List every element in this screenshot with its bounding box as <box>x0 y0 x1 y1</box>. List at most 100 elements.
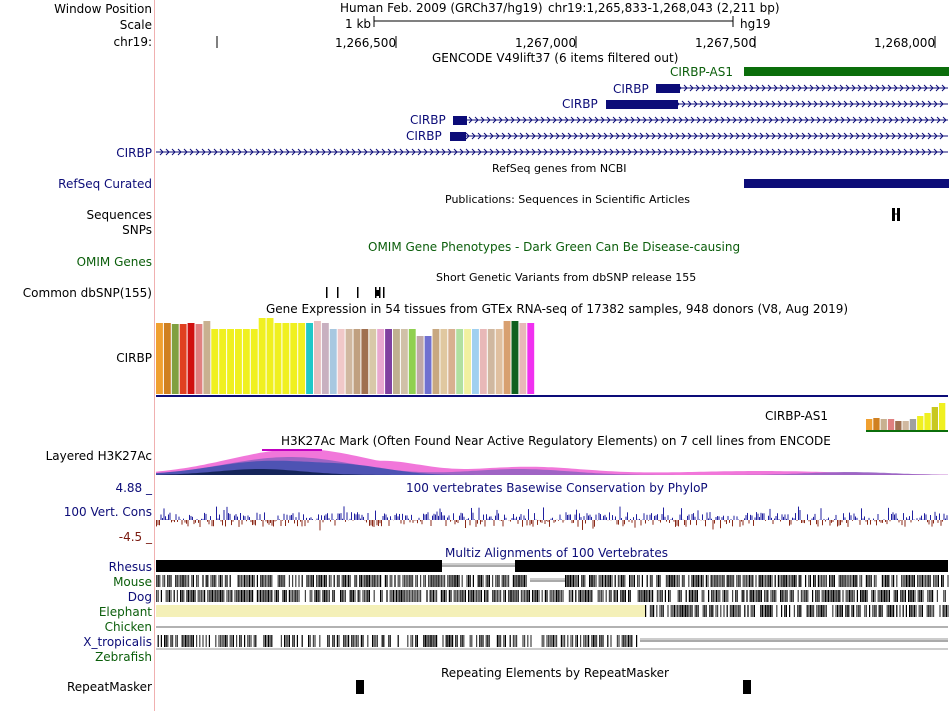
cons-bar <box>684 520 685 526</box>
multiz-dog-bar <box>546 590 548 602</box>
cons-bar <box>256 512 258 520</box>
multiz-dog-bar <box>522 590 524 602</box>
gtex-gene-label-cirbp[interactable]: CIRBP <box>116 351 152 365</box>
multiz-x-tropicalis-bar <box>442 635 444 647</box>
cons-bar <box>741 520 742 522</box>
cons-min-label: -4.5 _ <box>118 530 152 544</box>
species-label-zebrafish[interactable]: Zebrafish <box>95 650 152 664</box>
multiz-mouse-bar <box>771 575 773 587</box>
multiz-x-tropicalis-bar <box>288 635 290 647</box>
cons-bar <box>340 513 342 520</box>
multiz-x-tropicalis-bar <box>580 635 582 647</box>
omim-track-label[interactable]: OMIM Genes <box>76 255 152 269</box>
cons-bar <box>531 520 532 524</box>
multiz-dog-bar <box>570 590 572 602</box>
multiz-dog-bar <box>696 590 698 602</box>
multiz-mouse-bar <box>670 575 672 587</box>
cons-bar <box>733 515 735 520</box>
species-label-chicken[interactable]: Chicken <box>104 620 152 634</box>
multiz-mouse-bar <box>503 575 505 587</box>
multiz-dog-bar <box>157 590 159 602</box>
h3k27ac-track-label[interactable]: Layered H3K27Ac <box>45 449 152 463</box>
species-label-elephant[interactable]: Elephant <box>98 605 152 619</box>
gene-label-cirbp[interactable]: CIRBP <box>562 97 598 111</box>
multiz-dog-bar <box>692 590 694 602</box>
multiz-x-tropicalis-bar <box>416 635 418 647</box>
multiz-elephant-bar <box>832 605 834 617</box>
refseq-track-label[interactable]: RefSeq Curated <box>58 177 152 191</box>
cons-track-title: 100 vertebrates Basewise Conservation by… <box>406 481 708 495</box>
dbsnp-track-label[interactable]: Common dbSNP(155) <box>22 286 152 300</box>
multiz-mouse-bar <box>372 575 374 587</box>
cons-bar <box>834 519 835 520</box>
multiz-dog-bar <box>679 590 681 602</box>
gene-label-cirbp-left[interactable]: CIRBP <box>116 146 152 160</box>
gtex-bar <box>250 329 258 394</box>
multiz-elephant-bar <box>651 605 653 617</box>
cons-bar <box>843 513 844 520</box>
multiz-mouse-bar <box>432 575 434 587</box>
cons-bar <box>166 519 168 520</box>
multiz-dog-bar <box>500 590 502 602</box>
gtex-gene-label-cirbp-as1[interactable]: CIRBP-AS1 <box>765 409 828 423</box>
multiz-dog-bar <box>637 590 639 602</box>
multiz-mouse-bar <box>923 575 925 587</box>
cons-bar <box>483 514 484 520</box>
multiz-x-tropicalis-bar <box>554 635 556 647</box>
publications-track-label[interactable]: Sequences <box>86 208 152 222</box>
cons-bar <box>654 515 655 520</box>
gene-label-cirbp[interactable]: CIRBP <box>406 129 442 143</box>
multiz-dog-bar <box>511 590 513 602</box>
cons-bar <box>931 520 933 527</box>
multiz-mouse-bar <box>766 575 768 587</box>
species-label-rhesus[interactable]: Rhesus <box>108 560 152 574</box>
multiz-mouse-bar <box>609 575 611 587</box>
cons-bar <box>322 520 324 523</box>
snps-track-label[interactable]: SNPs <box>122 223 152 237</box>
cons-bar <box>559 514 561 520</box>
multiz-dog-bar <box>864 590 866 602</box>
cons-bar <box>895 513 897 520</box>
multiz-dog-bar <box>919 590 921 602</box>
cons-bar <box>547 520 549 522</box>
multiz-x-tropicalis-bar <box>560 635 562 647</box>
gene-label-cirbp[interactable]: CIRBP <box>613 82 649 96</box>
cons-bar <box>529 520 531 526</box>
gtex-bar <box>353 329 361 394</box>
multiz-mouse-bar <box>571 575 573 587</box>
multiz-mouse-bar <box>901 575 903 587</box>
multiz-x-tropicalis-bar <box>357 635 359 647</box>
multiz-mouse-bar <box>210 575 212 587</box>
multiz-x-tropicalis-bar <box>567 635 569 647</box>
multiz-mouse-bar <box>619 575 621 587</box>
cons-bar <box>178 516 180 520</box>
multiz-mouse-bar <box>600 575 602 587</box>
cons-bar <box>376 520 378 526</box>
species-label-x-tropicalis[interactable]: X_tropicalis <box>83 635 152 649</box>
multiz-x-tropicalis-bar <box>436 635 438 647</box>
cons-bar <box>759 516 760 520</box>
multiz-mouse-bar <box>629 575 631 587</box>
multiz-mouse-bar <box>651 575 653 587</box>
multiz-mouse-bar <box>472 575 474 587</box>
multiz-mouse-bar <box>365 575 367 587</box>
multiz-x-tropicalis-bar <box>551 635 553 647</box>
species-label-dog[interactable]: Dog <box>127 590 152 604</box>
multiz-dog-bar <box>588 590 590 602</box>
multiz-x-tropicalis-bar <box>229 635 231 647</box>
cons-bar <box>183 518 184 520</box>
cons-track-label[interactable]: 100 Vert. Cons <box>63 505 152 519</box>
cons-bar <box>601 519 603 520</box>
species-label-mouse[interactable]: Mouse <box>113 575 152 589</box>
gene-label-cirbp[interactable]: CIRBP <box>410 113 446 127</box>
multiz-dog-bar <box>357 590 359 602</box>
cons-bar <box>498 513 499 520</box>
cons-bar <box>562 520 564 523</box>
multiz-x-tropicalis-bar <box>428 635 430 647</box>
multiz-mouse-bar <box>750 575 752 587</box>
gene-label-cirbp-as1[interactable]: CIRBP-AS1 <box>670 65 733 79</box>
repeatmasker-track-label[interactable]: RepeatMasker <box>66 680 152 694</box>
multiz-elephant-bar <box>769 605 771 617</box>
cons-bar <box>891 513 892 520</box>
